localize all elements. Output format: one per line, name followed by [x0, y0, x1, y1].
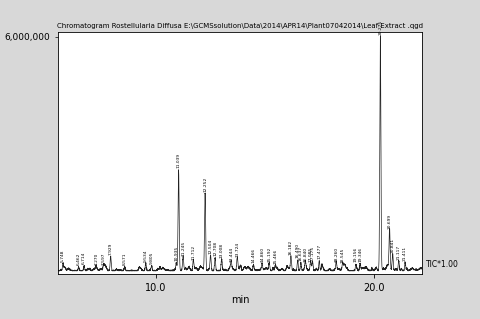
Text: 12.504: 12.504: [209, 239, 213, 254]
Text: 7.270: 7.270: [94, 252, 98, 265]
Text: 5.748: 5.748: [61, 250, 65, 263]
Text: 18.260: 18.260: [335, 247, 338, 263]
Text: 16.840: 16.840: [303, 247, 307, 262]
Text: 7.929: 7.929: [108, 242, 113, 255]
Text: 19.346: 19.346: [358, 247, 362, 262]
Text: 8.571: 8.571: [123, 252, 127, 265]
Text: TIC*1.00: TIC*1.00: [426, 260, 459, 269]
Text: 6.462: 6.462: [77, 253, 81, 265]
Text: 16.182: 16.182: [289, 240, 293, 255]
Text: 15.466: 15.466: [273, 249, 277, 264]
Text: 11.245: 11.245: [181, 241, 185, 256]
Text: 18.545: 18.545: [340, 248, 345, 263]
Text: 11.039: 11.039: [177, 153, 180, 168]
Text: 13.444: 13.444: [229, 247, 233, 263]
Text: 14.466: 14.466: [252, 248, 255, 263]
Text: 11.712: 11.712: [192, 245, 195, 260]
X-axis label: min: min: [231, 295, 249, 305]
Text: 13.008: 13.008: [220, 243, 224, 258]
Text: 12.708: 12.708: [213, 241, 217, 256]
Title: Chromatogram Rostellularia Diffusa E:\GCMSsolution\Data\2014\APR14\Plant07042014: Chromatogram Rostellularia Diffusa E:\GC…: [57, 23, 423, 29]
Text: 19.156: 19.156: [354, 247, 358, 263]
Text: 15.192: 15.192: [267, 247, 271, 262]
Text: 21.411: 21.411: [403, 246, 407, 261]
Text: 20.275: 20.275: [378, 19, 383, 35]
Text: 17.175: 17.175: [311, 246, 314, 262]
Text: 20.841: 20.841: [391, 237, 395, 253]
Text: 10.935: 10.935: [174, 246, 179, 261]
Text: 20.699: 20.699: [388, 214, 392, 229]
Text: 7.597: 7.597: [101, 253, 106, 265]
Text: 12.252: 12.252: [203, 176, 207, 192]
Text: 17.477: 17.477: [317, 244, 321, 259]
Text: 21.117: 21.117: [397, 244, 401, 260]
Text: 6.714: 6.714: [82, 252, 86, 264]
Text: 9.805: 9.805: [150, 251, 154, 264]
Text: 16.490: 16.490: [296, 243, 300, 258]
Text: 17.085: 17.085: [309, 247, 312, 262]
Text: 13.724: 13.724: [235, 242, 239, 257]
Text: 16.637: 16.637: [299, 246, 303, 261]
Text: 14.860: 14.860: [260, 247, 264, 263]
Text: 9.534: 9.534: [144, 250, 148, 263]
